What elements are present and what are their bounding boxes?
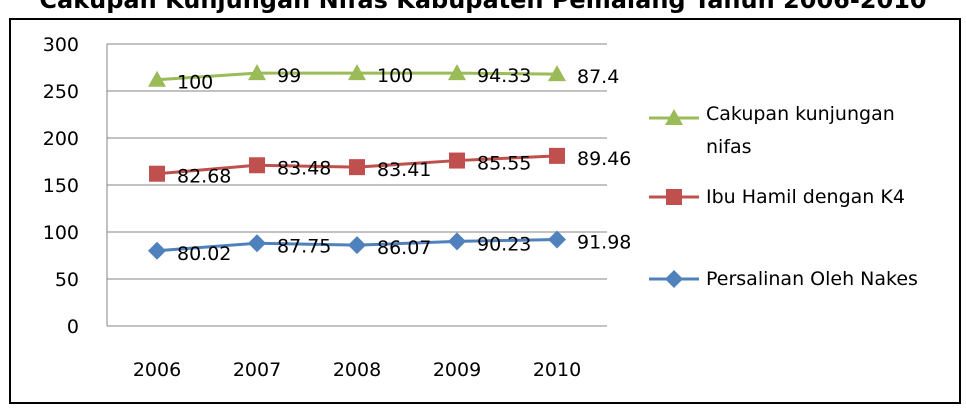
legend-label: Cakupan kunjungan nifas [706,103,895,158]
data-label: 91.98 [577,232,631,254]
data-label: 87.4 [577,66,619,88]
y-tick-label: 150 [43,175,79,197]
y-tick-label: 50 [55,269,79,291]
y-tick-label: 300 [43,34,79,56]
x-tick-label: 2006 [133,359,181,381]
data-label: 94.33 [477,65,531,87]
chart-frame [9,18,961,404]
data-point [348,64,366,81]
data-label: 85.55 [477,153,531,175]
data-point [149,165,165,182]
data-point [448,232,466,251]
data-label: 86.07 [377,237,431,259]
data-label: 99 [277,65,301,87]
data-point [249,157,265,174]
data-point [348,236,366,255]
data-point [549,147,565,164]
data-point [148,70,166,87]
data-label: 87.75 [277,235,331,257]
x-tick-label: 2008 [333,359,381,381]
data-label: 90.23 [477,233,531,255]
data-point [248,234,266,253]
x-tick-label: 2009 [433,359,481,381]
data-label: 82.68 [177,166,231,188]
data-point [448,64,466,81]
data-point [148,241,166,260]
legend-marker [666,189,682,205]
y-tick-label: 100 [43,222,79,244]
y-tick-label: 0 [67,316,79,338]
data-label: 83.48 [277,157,331,179]
legend-label: Persalinan Oleh Nakes [706,268,918,290]
data-label: 80.02 [177,243,231,265]
data-point [548,230,566,249]
data-label: 100 [177,72,213,94]
x-tick-label: 2010 [533,359,581,381]
data-point [349,159,365,176]
legend-marker [665,109,683,125]
chart-title: Cakupan Kunjungan Nifas Kabupaten Pemala… [39,0,927,14]
data-label: 89.46 [577,148,631,170]
data-label: 83.41 [377,159,431,181]
data-point [548,65,566,82]
data-point [248,64,266,81]
data-label: 100 [377,65,413,87]
legend-marker [665,270,683,288]
y-tick-label: 250 [43,81,79,103]
y-tick-label: 200 [43,128,79,150]
legend-label: Ibu Hamil dengan K4 [706,186,905,208]
data-point [449,152,465,169]
x-tick-label: 2007 [233,359,281,381]
